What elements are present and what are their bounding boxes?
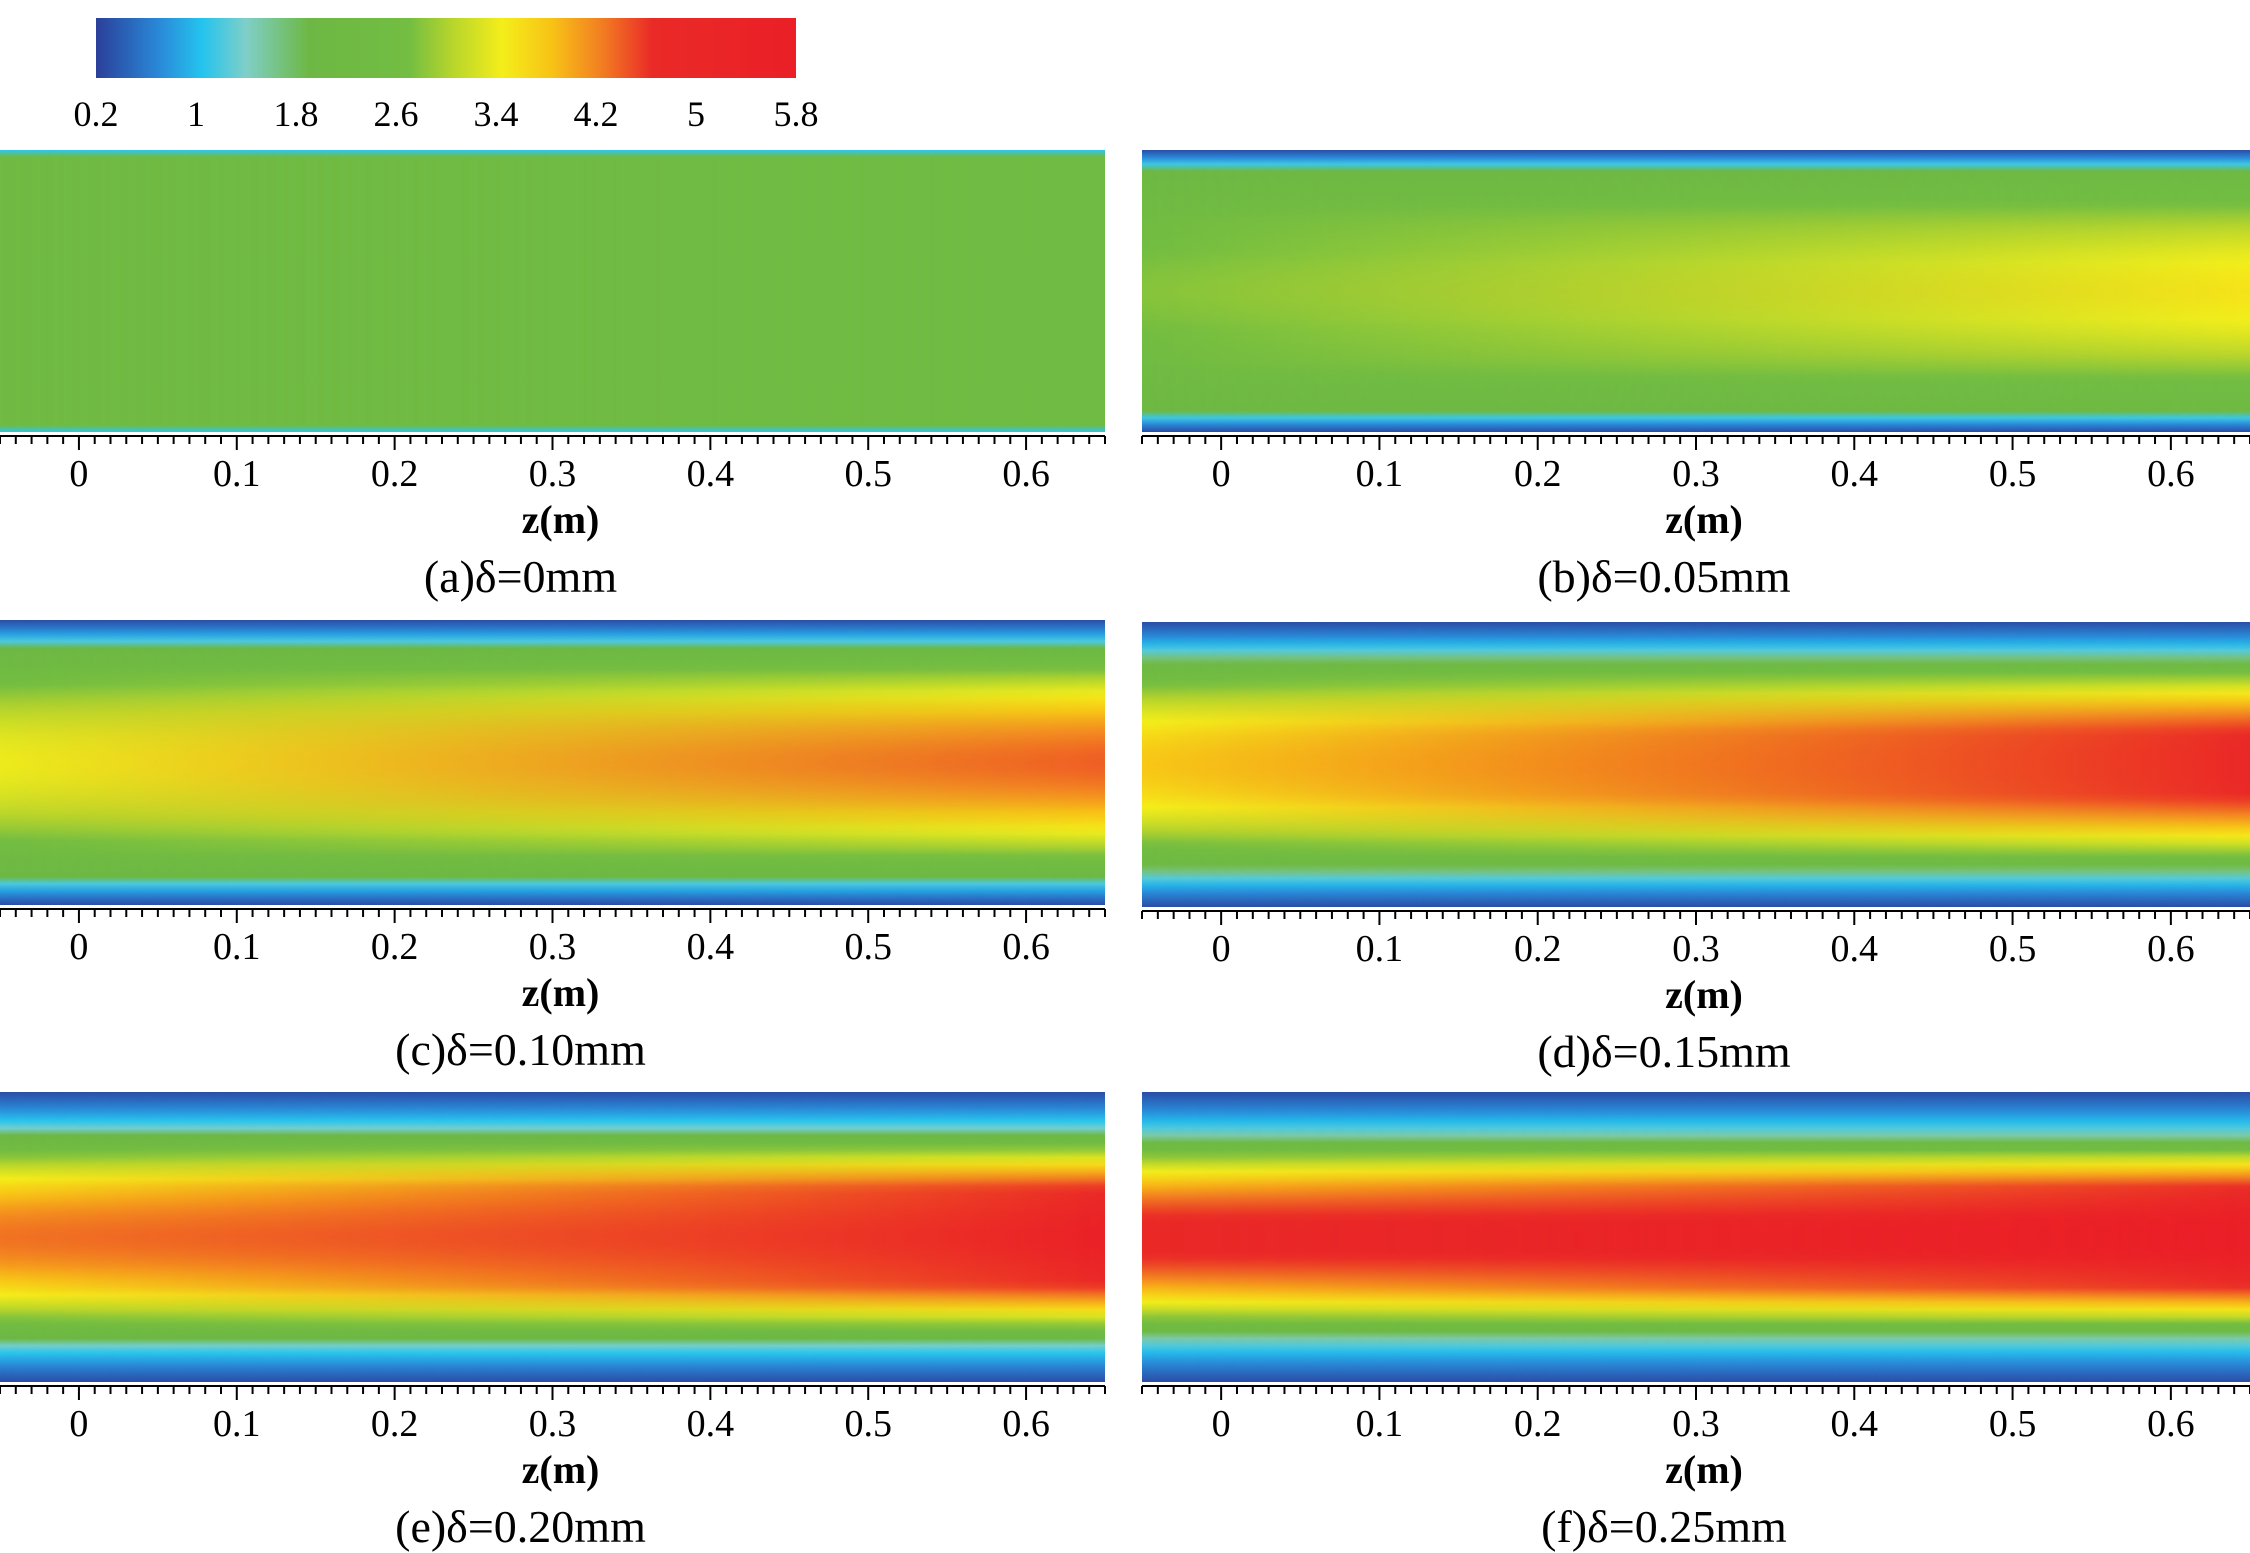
x-tick-label: 0.6	[2147, 1403, 2195, 1445]
x-tick-label: 0.5	[1989, 453, 2037, 495]
colorbar-tick-label: 0.2	[74, 94, 119, 134]
x-tick-label: 0.6	[1002, 926, 1050, 968]
x-tick-label: 0.3	[529, 1403, 577, 1445]
x-tick-label: 0.6	[1002, 453, 1050, 495]
x-tick-label: 0	[1212, 928, 1231, 970]
contour-field-downstream-d	[1142, 622, 2250, 907]
x-axis-title: z(m)	[522, 970, 600, 1015]
x-tick-label: 0.2	[371, 453, 419, 495]
x-tick-label: 0	[69, 926, 88, 968]
x-tick-label: 0.4	[687, 453, 735, 495]
x-tick-label: 0.1	[1356, 928, 1404, 970]
x-tick-label: 0.5	[844, 926, 892, 968]
x-tick-label: 0.2	[1514, 928, 1562, 970]
contour-field-downstream-c	[0, 620, 1105, 905]
x-tick-label: 0.3	[1672, 928, 1720, 970]
x-tick-label: 0.5	[844, 453, 892, 495]
panel-caption-b: (b)δ=0.05mm	[1537, 551, 1791, 602]
x-tick-label: 0.2	[371, 926, 419, 968]
colorbar-tick-label: 4.2	[574, 94, 619, 134]
contour-field-downstream-a	[0, 150, 1105, 432]
x-axis-title: z(m)	[522, 1447, 600, 1492]
panels: 0 0.1 0.2 0.3 0.4 0.5 0.6 z(m) (a)δ=0mm 0 0.1 0.2 0.…	[0, 150, 2250, 1552]
panel-caption-d: (d)δ=0.15mm	[1537, 1026, 1791, 1077]
panel-caption-e: (e)δ=0.20mm	[395, 1501, 646, 1552]
x-axis-title: z(m)	[1665, 1447, 1743, 1492]
x-tick-label: 0.3	[1672, 1403, 1720, 1445]
x-axis-title: z(m)	[522, 497, 600, 542]
x-tick-label: 0	[1212, 453, 1231, 495]
panel-c: 0 0.1 0.2 0.3 0.4 0.5 0.6 z(m) (c)δ=0.10mm	[0, 620, 1106, 1075]
x-tick-label: 0.1	[1356, 1403, 1404, 1445]
x-tick-label: 0.6	[2147, 453, 2195, 495]
x-tick-label: 0	[69, 453, 88, 495]
x-axis-title: z(m)	[1665, 972, 1743, 1017]
colorbar-tick-label: 1	[187, 94, 205, 134]
x-tick-label: 0.2	[371, 1403, 419, 1445]
panel-caption-a: (a)δ=0mm	[424, 551, 617, 602]
colorbar-tick-label: 2.6	[374, 94, 419, 134]
x-tick-label: 0.3	[529, 926, 577, 968]
x-tick-label: 0.2	[1514, 1403, 1562, 1445]
x-tick-label: 0.5	[844, 1403, 892, 1445]
x-axis-title: z(m)	[1665, 497, 1743, 542]
x-tick-label: 0.1	[213, 926, 261, 968]
contour-field-downstream-b	[1142, 150, 2250, 432]
colorbar-tick-label: 5.8	[774, 94, 819, 134]
contour-field-downstream-e	[0, 1092, 1105, 1382]
colorbar: 0.2 1 1.8 2.6 3.4 4.2 5 5.8	[74, 18, 819, 134]
colorbar-tick-label: 5	[687, 94, 705, 134]
x-tick-label: 0.4	[1831, 928, 1879, 970]
x-tick-label: 0.4	[687, 926, 735, 968]
x-tick-label: 0.2	[1514, 453, 1562, 495]
x-tick-label: 0.1	[213, 1403, 261, 1445]
x-tick-label: 0.1	[1356, 453, 1404, 495]
x-tick-label: 0.4	[1831, 1403, 1879, 1445]
x-tick-label: 0.6	[2147, 928, 2195, 970]
x-tick-label: 0.5	[1989, 928, 2037, 970]
x-tick-label: 0	[1212, 1403, 1231, 1445]
colorbar-tick-labels: 0.2 1 1.8 2.6 3.4 4.2 5 5.8	[74, 94, 819, 134]
colorbar-gradient	[96, 18, 796, 78]
panel-caption-f: (f)δ=0.25mm	[1541, 1501, 1787, 1552]
x-tick-label: 0.3	[1672, 453, 1720, 495]
panel-a: 0 0.1 0.2 0.3 0.4 0.5 0.6 z(m) (a)δ=0mm	[0, 150, 1106, 602]
x-tick-label: 0.6	[1002, 1403, 1050, 1445]
colorbar-tick-label: 3.4	[474, 94, 519, 134]
panel-d: 0 0.1 0.2 0.3 0.4 0.5 0.6 z(m) (d)δ=0.15mm	[1141, 622, 2250, 1077]
panel-caption-c: (c)δ=0.10mm	[395, 1024, 646, 1075]
colorbar-tick-label: 1.8	[274, 94, 319, 134]
x-tick-label: 0.3	[529, 453, 577, 495]
x-tick-label: 0	[69, 1403, 88, 1445]
panel-e: 0 0.1 0.2 0.3 0.4 0.5 0.6 z(m) (e)δ=0.20mm	[0, 1092, 1106, 1552]
panel-f: 0 0.1 0.2 0.3 0.4 0.5 0.6 z(m) (f)δ=0.25mm	[1141, 1092, 2250, 1552]
x-tick-label: 0.4	[687, 1403, 735, 1445]
contour-field-downstream-f	[1142, 1092, 2250, 1382]
x-tick-label: 0.1	[213, 453, 261, 495]
x-tick-label: 0.4	[1831, 453, 1879, 495]
x-tick-label: 0.5	[1989, 1403, 2037, 1445]
panel-b: 0 0.1 0.2 0.3 0.4 0.5 0.6 z(m) (b)δ=0.05mm	[1141, 150, 2250, 602]
